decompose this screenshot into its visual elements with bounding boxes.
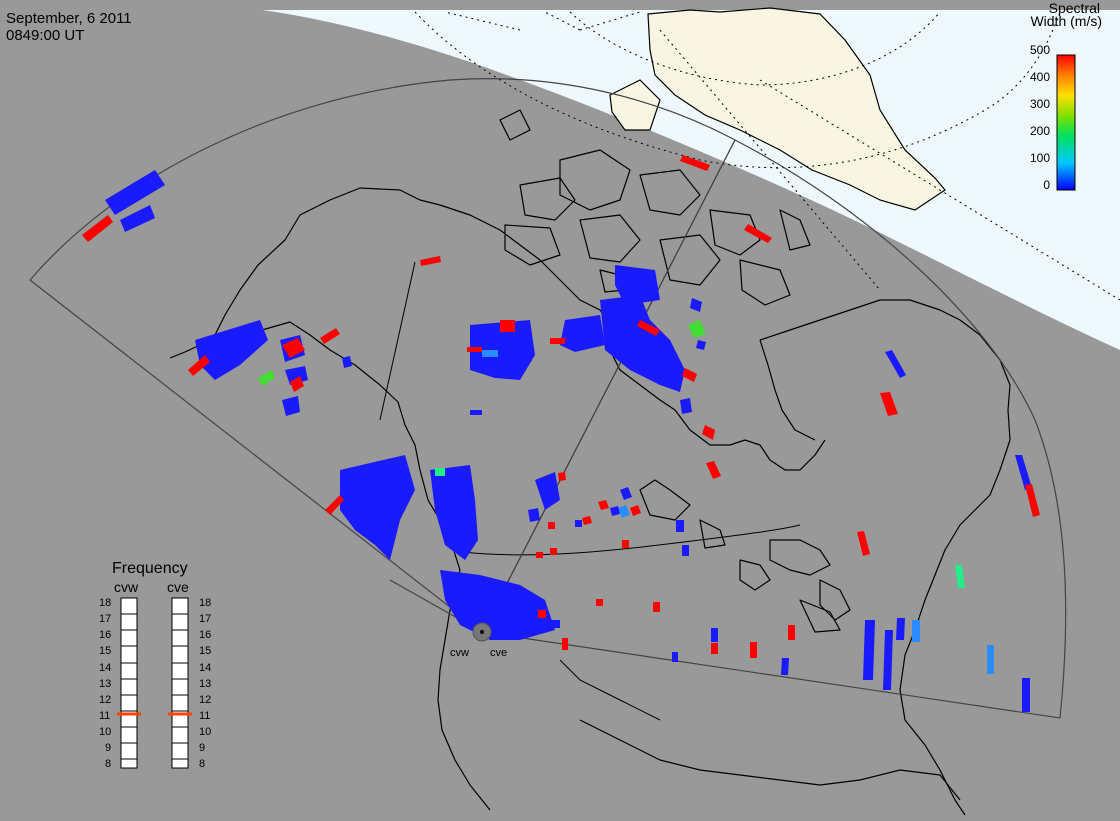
cve-column-label: cve (167, 579, 189, 595)
scatter-green (258, 320, 965, 588)
colorbar-title-line2: Width (m/s) (1030, 13, 1102, 29)
greenland-land (647, 7, 946, 211)
colorbar (1056, 54, 1076, 191)
cvw-level-label: 15 (99, 645, 112, 657)
cve-level-label: 16 (199, 629, 212, 641)
cvw-level-label: 8 (105, 758, 112, 770)
cvw-level-label: 17 (99, 613, 112, 625)
cvw-scatter-low (105, 170, 605, 640)
map-date: September, 6 2011 (6, 10, 132, 27)
cve-level-label: 14 (199, 662, 212, 674)
cve-level-label: 13 (199, 678, 212, 690)
frequency-title: Frequency (112, 560, 188, 577)
ellesmere-sunlit (609, 79, 661, 131)
cvw-level-label: 12 (99, 694, 112, 706)
cve-level-label: 18 (199, 597, 212, 609)
radar-label-cvw: cvw (450, 647, 469, 659)
colorbar-tick: 200 (1029, 124, 1050, 138)
radar-sites (472, 622, 492, 642)
cve-level-label: 9 (199, 742, 206, 754)
colorbar-tick: 0 (1043, 178, 1050, 192)
cve-scatter-low (600, 265, 1032, 712)
cvw-level-label: 14 (99, 662, 112, 674)
radar-label-cve: cve (490, 647, 508, 659)
cvw-level-label: 16 (99, 629, 112, 641)
scatter-small (342, 298, 706, 628)
cvw-level-label: 18 (99, 597, 112, 609)
polar-grid (414, 11, 1120, 301)
frequency-panel (117, 597, 192, 769)
cvw-level-label: 10 (99, 726, 112, 738)
colorbar-tick: 400 (1029, 70, 1050, 84)
colorbar-tick: 500 (1029, 43, 1050, 57)
cve-level-label: 15 (199, 645, 212, 657)
cve-frequency-column (171, 597, 189, 769)
cve-level-label: 10 (199, 726, 212, 738)
cvw-frequency-column (120, 597, 138, 769)
cvw-level-label: 9 (105, 742, 112, 754)
scatter-mid (482, 350, 994, 674)
cve-level-label: 11 (199, 710, 211, 722)
cve-level-label: 17 (199, 613, 212, 625)
cve-level-label: 8 (199, 758, 206, 770)
colorbar-tick: 300 (1029, 97, 1050, 111)
scatter-high (82, 155, 1040, 658)
map-time: 0849:00 UT (6, 27, 85, 44)
cvw-column-label: cvw (114, 579, 139, 595)
cvw-level-label: 13 (99, 678, 112, 690)
colorbar-title-line1: Spectral (1048, 0, 1100, 16)
cve-level-label: 12 (199, 694, 212, 706)
borders (379, 261, 801, 721)
cvw-level-label: 11 (99, 710, 111, 722)
dayside-region (262, 10, 1120, 350)
colorbar-tick: 100 (1029, 151, 1050, 165)
